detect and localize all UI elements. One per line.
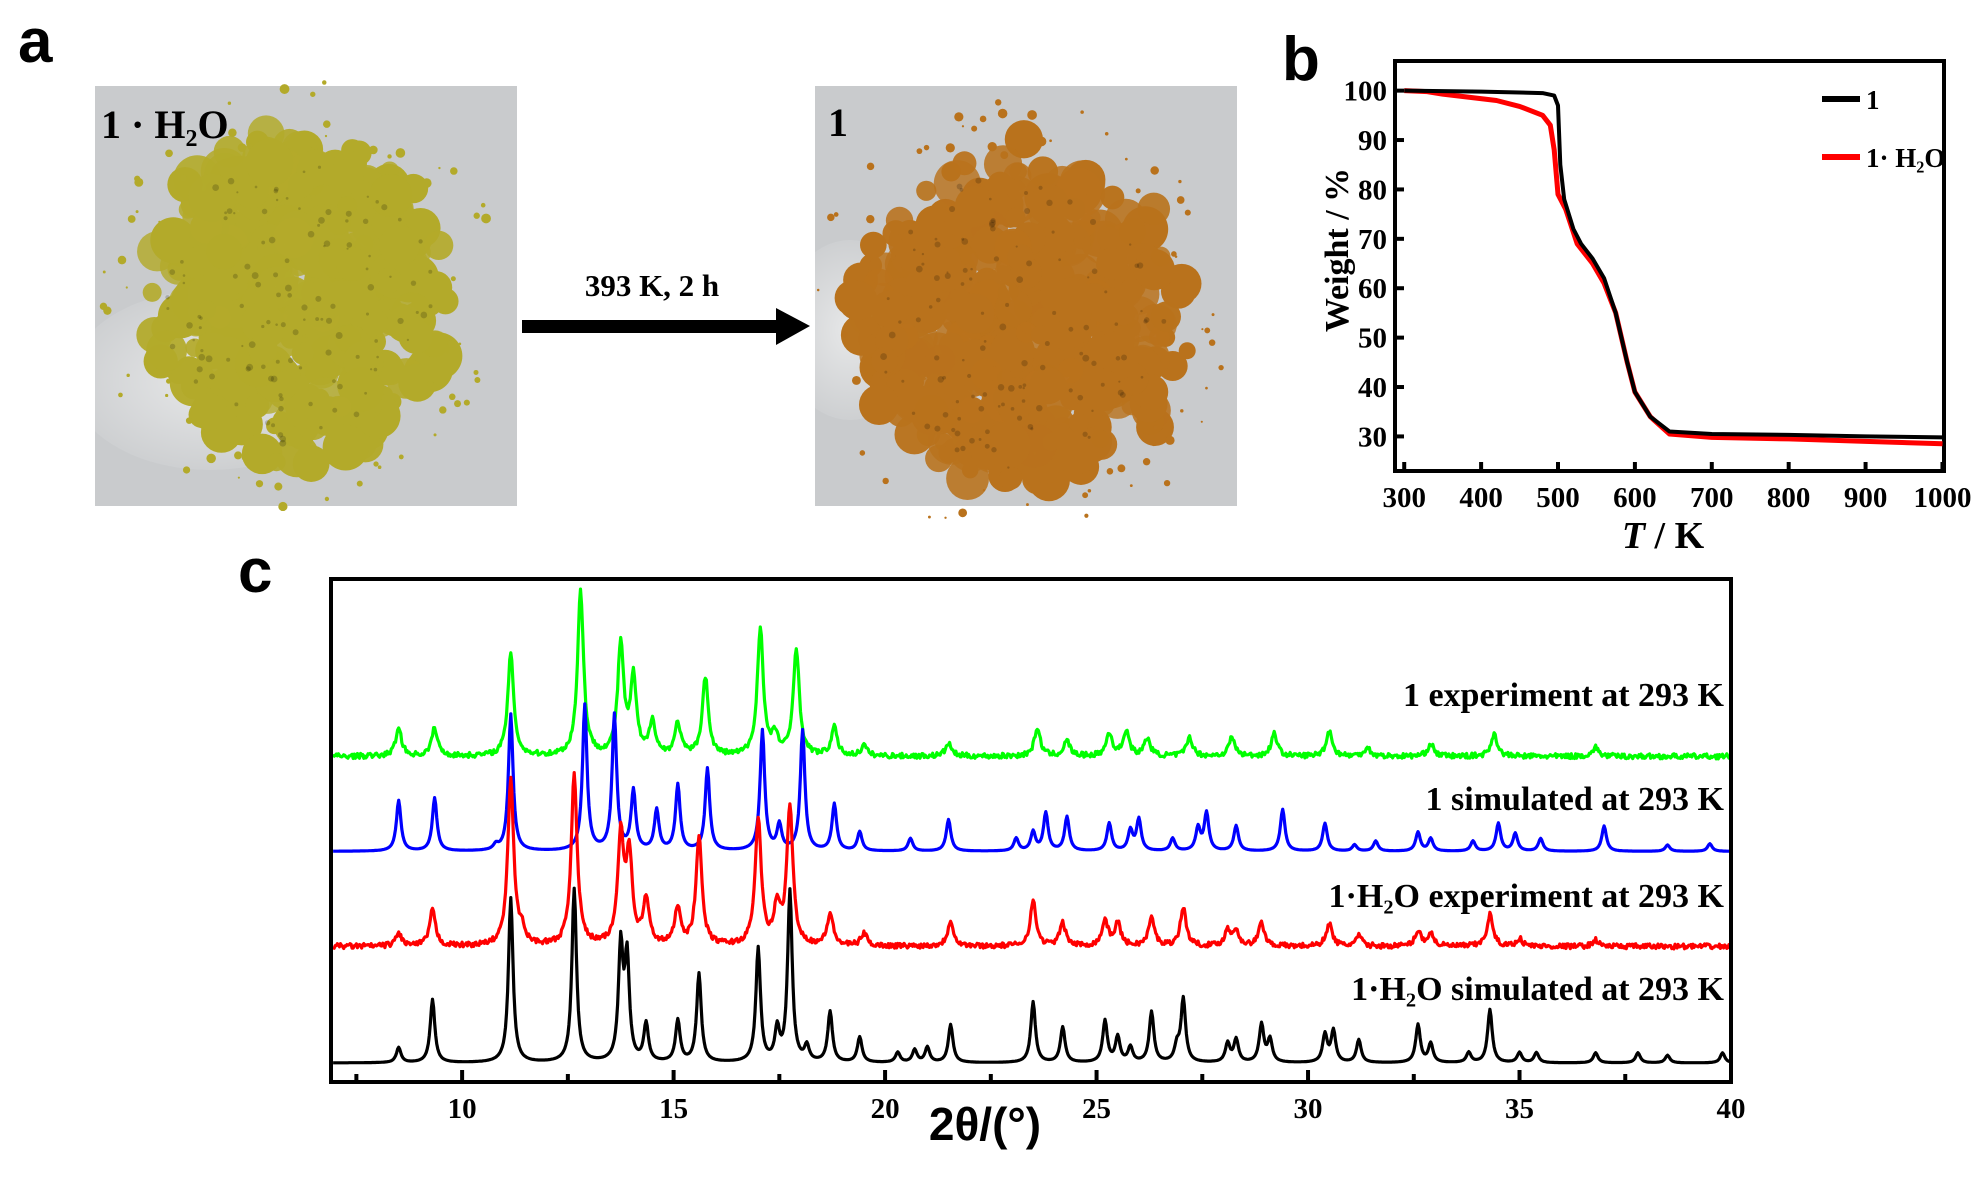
pxrd-hydrate-simulated-label: 1·H₂O simulated at 293 K [1351,971,1724,1008]
tga-series-hydrate [1404,88,1943,447]
pxrd-x-tick-label: 25 [1082,1093,1111,1125]
tga-x-tick-label: 400 [1459,482,1503,514]
pxrd-x-tick-label: 20 [871,1093,900,1125]
tga-x-tick-label: 800 [1767,482,1811,514]
tga-y-tick-label: 80 [1358,174,1387,206]
tga-y-tick-label: 30 [1358,421,1387,453]
photo-label-hydrate: 1 · H₂O [101,102,229,147]
pxrd-x-tick-label: 15 [659,1093,688,1125]
tga-y-tick-label: 50 [1358,323,1387,355]
pxrd-1-experiment-label: 1 experiment at 293 K [1403,677,1725,714]
tga-y-tick-label: 70 [1358,224,1387,256]
tga-x-tick-label: 900 [1844,482,1888,514]
tga-x-tick-label: 600 [1613,482,1657,514]
arrow-head-icon [776,308,810,345]
pxrd-plot-frame [329,577,1733,1084]
pxrd-1-simulated-trace [332,702,1731,853]
tga-y-tick-label: 90 [1358,125,1387,157]
tga-x-tick-label: 700 [1690,482,1734,514]
tga-plot-frame [1393,59,1946,473]
heating-arrow: 393 K, 2 h [522,268,810,345]
tga-x-tick-label: 500 [1536,482,1580,514]
tga-x-tick-label: 300 [1382,482,1426,514]
pxrd-chart: 10 15 20 25 30 35 40 1 experiment at 293 K 1 si… [329,577,1746,1150]
legend-label-1: 1 [1866,85,1880,115]
tga-y-axis-label: Weight / % [1319,168,1356,332]
pxrd-hydrate-experiment-label: 1·H₂O experiment at 293 K [1329,878,1725,915]
pxrd-x-tick-label: 30 [1294,1093,1323,1125]
pxrd-x-tick-label: 10 [448,1093,477,1125]
arrow-condition-label: 393 K, 2 h [585,268,719,303]
tga-chart: 300 400 500 600 700 800 900 1000 30 40 50 60 70 80 90 1… [1319,59,1971,557]
photo-dehydrated: 1 [780,86,1237,519]
tga-y-tick-label: 100 [1344,76,1388,108]
tga-series-1 [1404,88,1943,440]
pxrd-hydrate-simulated-trace [332,886,1731,1065]
tga-x-axis-unit: / K [1645,515,1705,557]
photo-hydrate: 1 · H₂O [70,80,517,512]
tga-x-tick-label: 1000 [1913,482,1971,514]
tga-legend: 1 1· H₂O [1822,85,1945,173]
legend-label-hydrate: 1· H₂O [1866,143,1945,173]
pxrd-x-axis-label: 2θ/(°) [929,1098,1041,1150]
pxrd-hydrate-experiment-trace [331,771,1731,951]
photo-label-dehydrated: 1 [828,100,848,145]
tga-x-axis-var: T [1622,515,1647,557]
panel-label-a: a [18,7,53,76]
pxrd-1-experiment-trace [331,587,1731,761]
panel-label-c: c [238,537,272,606]
pxrd-x-tick-label: 35 [1505,1093,1534,1125]
pxrd-x-tick-label: 40 [1717,1093,1746,1125]
tga-x-axis-label: T / K [1622,515,1705,557]
tga-y-tick-label: 40 [1358,372,1387,404]
panel-label-b: b [1282,25,1320,94]
tga-y-tick-label: 60 [1358,273,1387,305]
pxrd-1-simulated-label: 1 simulated at 293 K [1426,781,1725,818]
